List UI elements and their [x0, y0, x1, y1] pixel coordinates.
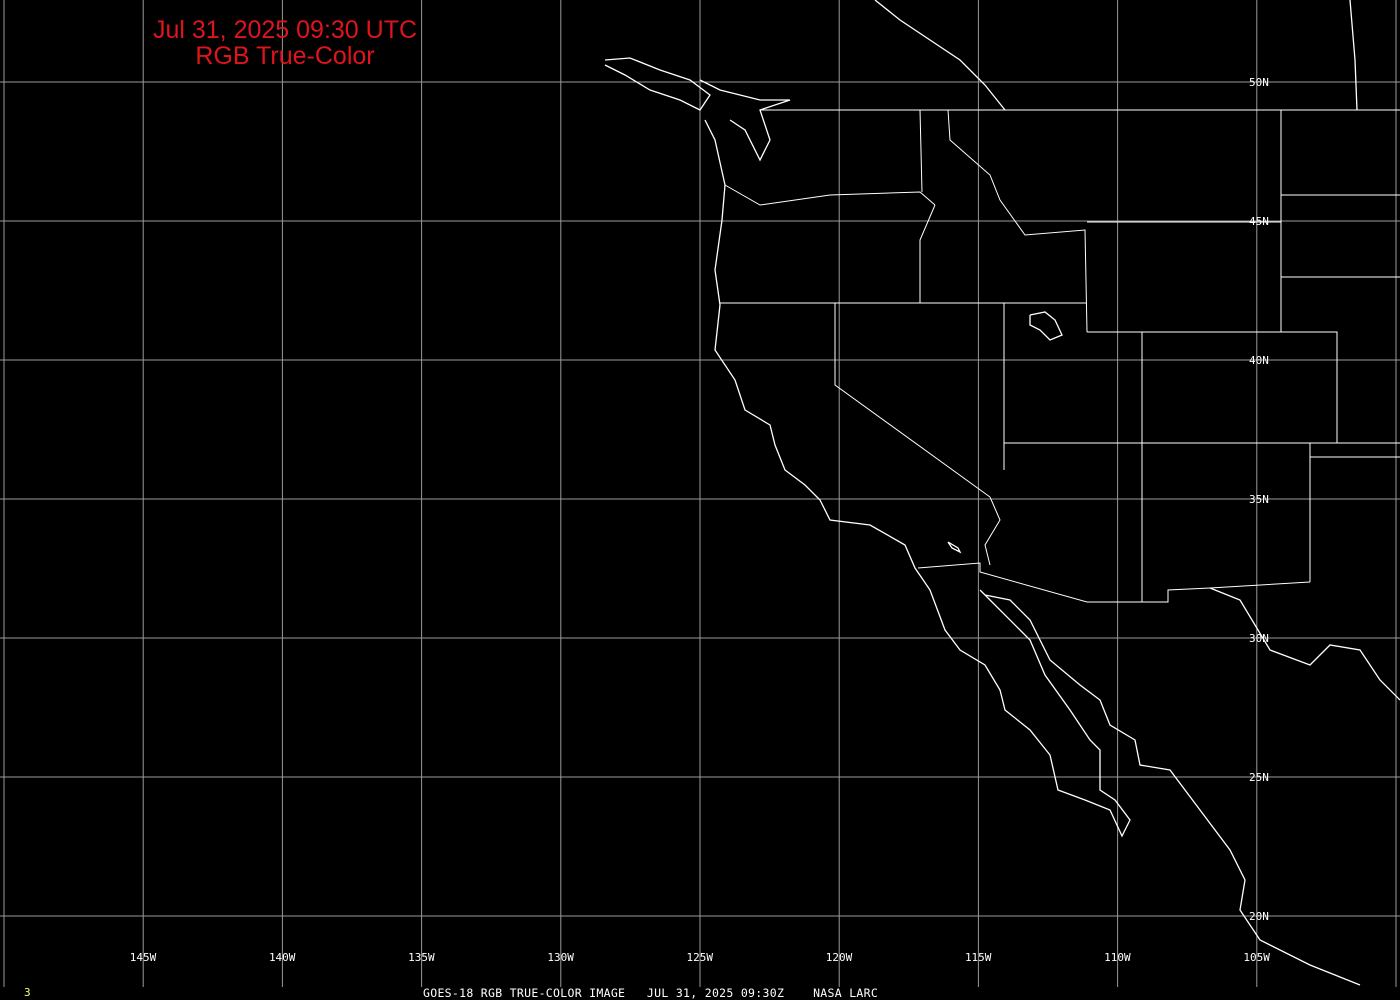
id-mt-border: [947, 109, 1088, 333]
pacific-coast: [704, 119, 1131, 838]
longitude-label: 130W: [547, 951, 574, 964]
longitude-label: 115W: [965, 951, 992, 964]
longitude-label: 125W: [687, 951, 714, 964]
longitude-label: 135W: [408, 951, 435, 964]
latitude-label: 40N: [1249, 354, 1269, 367]
title-product: RGB True-Color: [195, 42, 375, 70]
co-north-border: [1087, 331, 1338, 443]
latitude-label: 50N: [1249, 76, 1269, 89]
alberta-border: [1349, 0, 1358, 111]
us-mexico-border: [917, 562, 1311, 603]
sonora-coast: [1209, 587, 1400, 701]
great-salt-lake: [1029, 311, 1063, 341]
puget-sound-coast: [699, 79, 791, 162]
vancouver-island: [604, 57, 711, 111]
longitude-label: 105W: [1243, 951, 1270, 964]
latitude-label: 35N: [1249, 493, 1269, 506]
colorado-river: [984, 496, 1001, 566]
longitude-label: 145W: [130, 951, 157, 964]
or-id-border: [919, 204, 936, 303]
latitude-label: 45N: [1249, 215, 1269, 228]
longitude-label: 110W: [1104, 951, 1131, 964]
salton-sea: [947, 541, 962, 554]
latitude-label: 30N: [1249, 632, 1269, 645]
political-boundaries: [720, 109, 1400, 603]
title-datetime: Jul 31, 2025 09:30 UTC: [152, 16, 418, 44]
latitude-label: 25N: [1249, 771, 1269, 784]
coastlines: [604, 0, 1400, 986]
frame-number: 3: [24, 986, 31, 999]
ca-nv-border: [834, 303, 991, 498]
latitude-labels: 50N 45N 40N 35N 30N 25N 20N: [1249, 76, 1269, 923]
longitude-label: 140W: [269, 951, 296, 964]
mexico-mainland-coast: [984, 594, 1361, 986]
latitude-label: 20N: [1249, 910, 1269, 923]
longitude-label: 120W: [826, 951, 853, 964]
wa-id-border: [919, 109, 923, 193]
longitude-labels: 145W 140W 135W 130W 125W 120W 115W 110W 105W: [130, 951, 1270, 964]
bc-interior-border: [874, 0, 1006, 111]
wa-or-border: [724, 184, 936, 206]
footer-caption: GOES-18 RGB TRUE-COLOR IMAGE JUL 31, 202…: [423, 986, 879, 1000]
